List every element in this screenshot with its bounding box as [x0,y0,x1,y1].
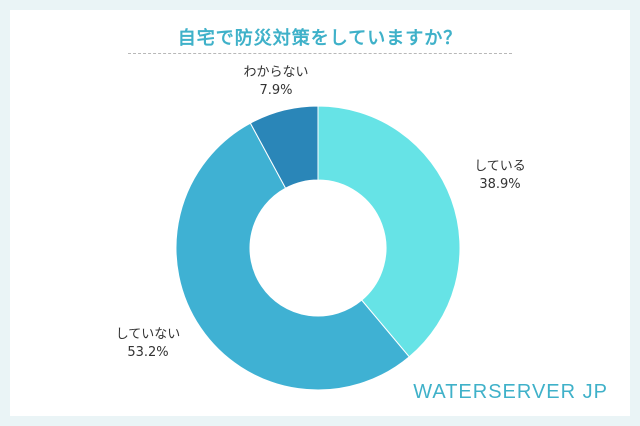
title-divider [128,53,512,54]
slice-unknown [249,105,319,189]
slice-label-text: わからない [243,65,309,80]
slice-label-value: 7.9% [259,83,293,98]
donut-chart [175,105,461,391]
chart-card: 自宅で防災対策をしていますか？ している 38.9% していない 53.2% わ… [10,10,630,416]
slice-label-unknown: わからない 7.9% [243,64,308,100]
slice-yes [317,105,461,358]
slice-label-text: している [474,159,526,174]
slice-no [175,122,410,391]
chart-title: 自宅で防災対策をしていますか？ [177,28,463,49]
slice-label-value: 53.2% [127,345,169,360]
slice-label-value: 38.9% [479,177,521,192]
slice-label-yes: している 38.9% [474,158,526,194]
brand-logo: WATERSERVER JP [413,381,608,403]
slice-label-text: していない [115,327,181,342]
slice-label-no: していない 53.2% [116,326,181,362]
